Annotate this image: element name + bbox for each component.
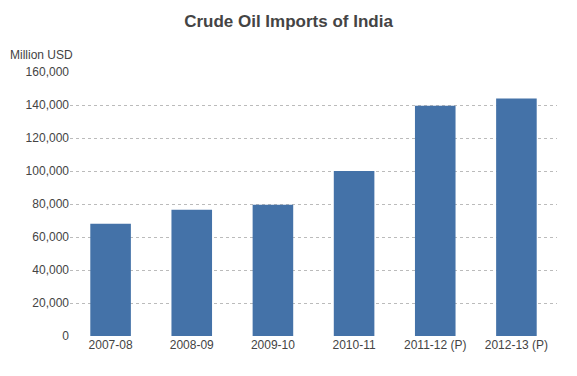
svg-text:2008-09: 2008-09 [170,338,214,352]
svg-text:Crude Oil Imports of India: Crude Oil Imports of India [184,12,393,31]
svg-text:0: 0 [62,329,69,343]
svg-text:100,000: 100,000 [26,164,70,178]
svg-text:2007-08: 2007-08 [89,338,133,352]
svg-text:160,000: 160,000 [26,65,70,79]
svg-text:2012-13 (P): 2012-13 (P) [485,338,548,352]
svg-text:20,000: 20,000 [32,296,69,310]
svg-text:80,000: 80,000 [32,197,69,211]
svg-text:60,000: 60,000 [32,230,69,244]
svg-text:2009-10: 2009-10 [251,338,295,352]
svg-text:Million USD: Million USD [10,48,73,62]
svg-text:2010-11: 2010-11 [333,338,376,352]
svg-text:120,000: 120,000 [26,131,70,145]
svg-text:40,000: 40,000 [32,263,69,277]
svg-text:140,000: 140,000 [26,98,70,112]
svg-text:2011-12 (P): 2011-12 (P) [404,338,466,352]
